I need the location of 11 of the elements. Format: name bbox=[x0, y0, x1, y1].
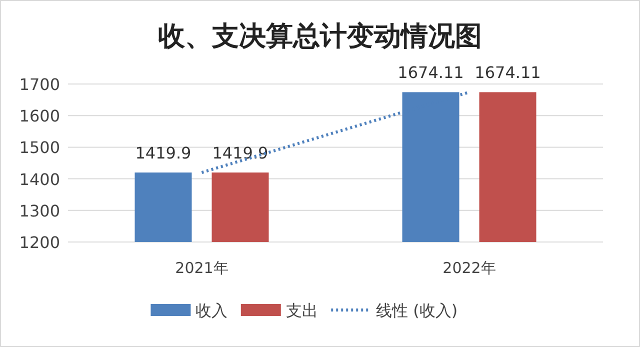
data-label: 1419.9 bbox=[212, 144, 268, 163]
x-tick-label: 2022年 bbox=[442, 259, 496, 277]
data-label: 1419.9 bbox=[135, 144, 192, 163]
legend-label: 收入 bbox=[196, 301, 228, 320]
data-label: 1674.11 bbox=[398, 63, 464, 82]
chart-title: 收、支决算总计变动情况图 bbox=[158, 21, 482, 52]
data-label: 1674.11 bbox=[474, 63, 541, 82]
axis-y: 1200 1300 1400 1500 1600 1700 bbox=[19, 75, 60, 252]
x-tick-label: 2021年 bbox=[175, 259, 228, 277]
legend-label: 线性 (收入) bbox=[376, 301, 458, 320]
legend-label: 支出 bbox=[286, 301, 318, 320]
